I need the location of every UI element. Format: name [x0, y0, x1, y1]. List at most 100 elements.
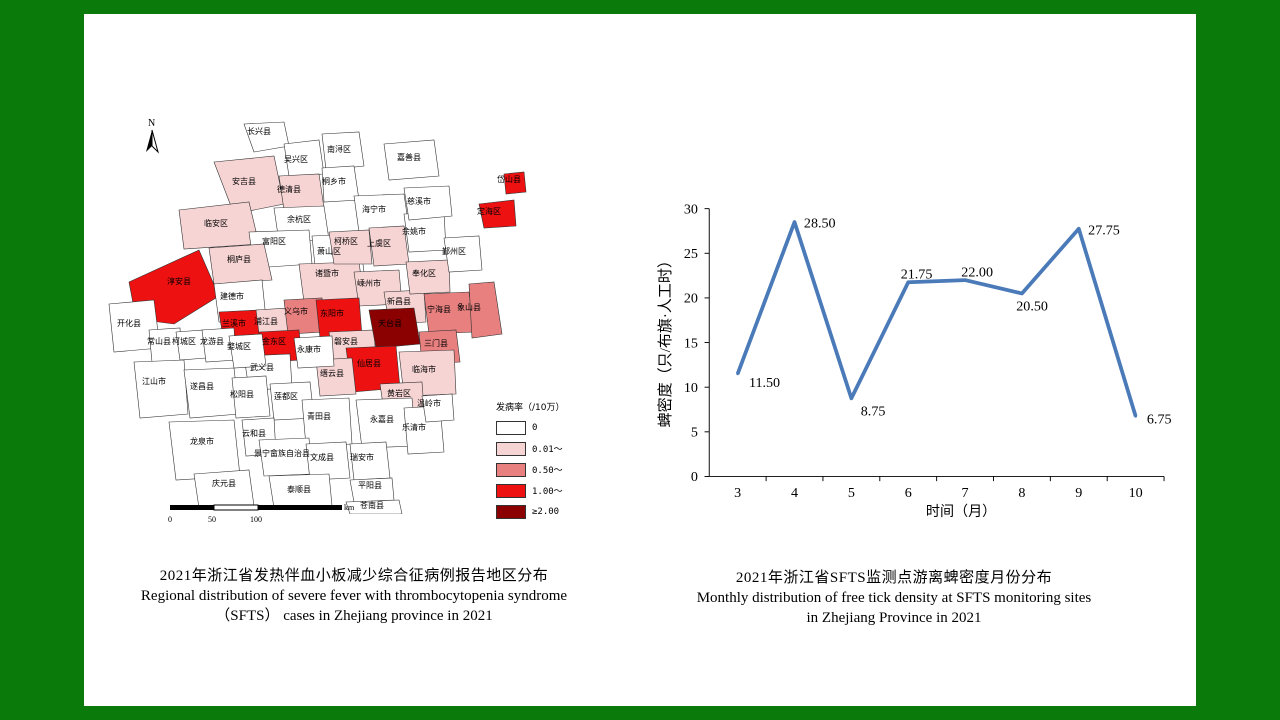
map-region-label: 柯桥区	[334, 236, 358, 246]
map-legend: 发病率（/10万） 0 0.01～ 0.50～ 1.00～ ≥2.00	[496, 400, 586, 522]
data-label: 11.50	[749, 375, 780, 391]
map-region-label: 萧山区	[317, 246, 341, 256]
map-region-慈溪市	[403, 185, 453, 221]
map-region-label: 嵊州市	[357, 278, 381, 288]
legend-item: 1.00～	[496, 480, 586, 501]
legend-label: ≥2.00	[532, 506, 560, 517]
legend-swatch	[496, 483, 526, 498]
y-tick-label: 15	[684, 335, 698, 351]
map-region-label: 磐安县	[334, 336, 358, 346]
map-region-label: 三门县	[424, 338, 448, 348]
map-region-label: 江山市	[142, 376, 166, 386]
data-point	[849, 396, 853, 400]
map-region-label: 义乌市	[284, 306, 308, 316]
slide: N 长兴县 吴兴区 南浔区 嘉善县 安吉县 德清县 桐乡市 海宁市 临安区 余杭区 富阳区 萧山区 桐庐…	[84, 14, 1196, 706]
data-point	[793, 220, 796, 224]
map-region-鄞州区	[443, 235, 483, 273]
map-region-桐庐县	[208, 243, 273, 285]
map-region-label: 仙居县	[357, 358, 381, 368]
x-tick-label: 8	[1018, 485, 1025, 501]
data-point	[906, 280, 910, 284]
map-region-label: 瑞安市	[350, 452, 374, 462]
chart-caption: 2021年浙江省SFTS监测点游离蜱密度月份分布 Monthly distrib…	[644, 568, 1144, 628]
map-caption-zh: 2021年浙江省发热伴血小板减少综合征病例报告地区分布	[159, 568, 549, 584]
map-region-label: 安吉县	[232, 176, 256, 186]
y-tick-label: 0	[691, 469, 698, 485]
map-region-label: 永嘉县	[370, 414, 394, 424]
chart-panel: 0 5 10 15 20 25 30 3 4 5 6 7 8 9 10 11.50 28.50 8.75 21.7…	[604, 14, 1196, 706]
map-region-label: 富阳区	[262, 236, 286, 246]
north-label: N	[148, 118, 155, 129]
map-region-label: 奉化区	[412, 268, 436, 278]
map-region-label: 嘉善县	[397, 152, 421, 162]
chart-subtitle: Monthly distribution of free tick densit…	[696, 590, 1092, 626]
map-region-label: 新昌县	[387, 296, 411, 306]
legend-swatch	[496, 462, 526, 477]
map-region-label: 柯城区	[172, 336, 196, 346]
map-region-温岭市	[421, 393, 455, 423]
map-region-缙云县	[315, 357, 357, 397]
map-region-label: 青田县	[307, 411, 331, 421]
map-region-label: 鄞州区	[442, 246, 466, 256]
map-region-label: 吴兴区	[284, 155, 308, 164]
data-label: 22.00	[961, 264, 993, 280]
scale-tick: 100	[250, 515, 262, 524]
map-region-文成县	[305, 441, 351, 481]
map-region-label: 庆元县	[212, 478, 236, 488]
legend-item: 0.50～	[496, 459, 586, 480]
data-point	[1077, 227, 1081, 231]
map-caption-en: Regional distribution of severe fever wi…	[140, 588, 568, 624]
map-region-label: 武义县	[250, 362, 274, 372]
map-region-label: 松阳县	[230, 389, 254, 399]
x-tick-label: 10	[1129, 485, 1143, 501]
map-region-天台县	[368, 307, 421, 349]
map-region-奉化区	[405, 259, 451, 295]
data-label: 27.75	[1088, 222, 1120, 238]
x-tick-label: 9	[1075, 485, 1082, 501]
data-label: 21.75	[901, 267, 933, 283]
map-region-label: 黄岩区	[387, 388, 411, 398]
data-label: 20.50	[1016, 298, 1048, 314]
scale-tick: 50	[208, 515, 216, 524]
chart-title: 2021年浙江省SFTS监测点游离蜱密度月份分布	[735, 570, 1053, 586]
legend-swatch	[496, 441, 526, 456]
map-region-label: 建德市	[220, 291, 244, 301]
map-region-label: 余姚市	[402, 226, 426, 236]
map-region-龙泉市	[168, 419, 241, 481]
scale-tick: 0	[168, 515, 172, 524]
y-tick-label: 20	[684, 291, 698, 307]
map-region-label: 遂昌县	[190, 381, 214, 391]
north-arrow-icon: N	[146, 118, 159, 154]
x-tick-label: 4	[791, 485, 798, 501]
legend-swatch	[496, 504, 526, 519]
map-region-label: 定海区	[477, 206, 501, 216]
y-tick-label: 10	[684, 380, 698, 396]
map-region-婺城区	[228, 333, 267, 369]
map-region-柯桥区	[328, 229, 373, 265]
map-region-label: 浦江县	[254, 316, 278, 326]
data-label: 6.75	[1147, 412, 1172, 428]
scale-bar: km 0 50 100	[168, 503, 355, 524]
line-chart: 0 5 10 15 20 25 30 3 4 5 6 7 8 9 10 11.50 28.50 8.75 21.7…	[657, 201, 1172, 520]
data-label: 28.50	[804, 216, 836, 232]
map-region-label: 泰顺县	[287, 484, 311, 494]
map-region-苍南县	[345, 499, 403, 514]
x-tick-label: 7	[962, 485, 969, 501]
map-region-label: 常山县	[147, 336, 171, 346]
map-region-青田县	[301, 397, 353, 447]
map-caption: 2021年浙江省发热伴血小板减少综合征病例报告地区分布 Regional dis…	[94, 566, 614, 626]
map-region-label: 淳安县	[167, 276, 191, 286]
legend-item: 0	[496, 417, 586, 438]
map-region-label: 临海市	[412, 364, 436, 374]
map-region-label: 温岭市	[417, 398, 441, 408]
map-region-label: 开化县	[117, 318, 141, 328]
map-region-label: 兰溪市	[222, 318, 246, 328]
x-tick-label: 3	[734, 485, 741, 501]
map-region-label: 象山县	[457, 302, 481, 312]
map-region-label: 云和县	[242, 429, 266, 438]
map-region-label: 永康市	[297, 344, 321, 354]
map-region-label: 南浔区	[327, 144, 351, 154]
data-point	[1134, 414, 1138, 418]
map-region-label: 龙游县	[200, 336, 224, 346]
map-region-label: 德清县	[277, 184, 301, 194]
